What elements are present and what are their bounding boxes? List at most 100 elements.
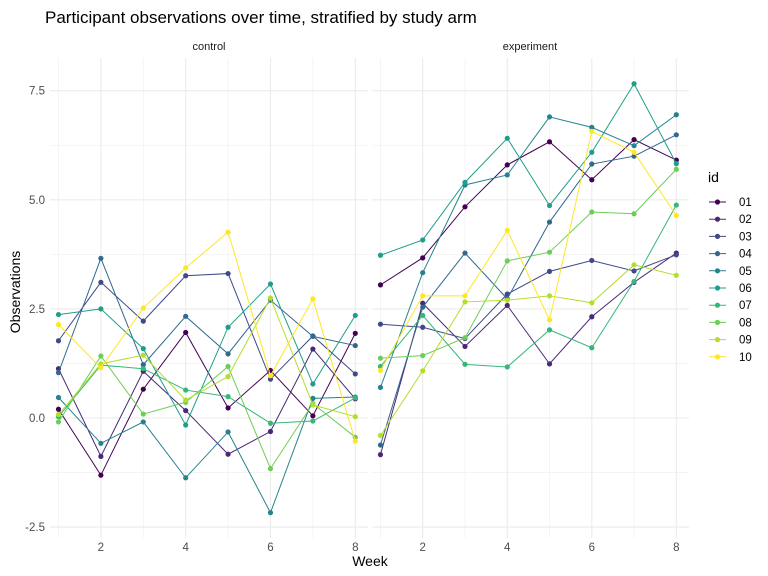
data-point-03: [183, 273, 189, 279]
data-point-02: [183, 407, 189, 414]
x-tick-label: 6: [267, 542, 273, 554]
x-tick-label: 4: [504, 542, 511, 554]
data-point-08: [98, 353, 104, 359]
series-group: [55, 229, 358, 516]
data-point-05: [673, 112, 679, 118]
data-point-07: [140, 366, 146, 372]
legend-label-07: 07: [739, 300, 752, 312]
series-line-03: [380, 254, 677, 340]
data-point-03: [420, 324, 426, 330]
data-point-10: [352, 438, 358, 444]
data-point-09: [267, 295, 274, 301]
data-point-02: [225, 451, 231, 457]
x-axis-title: Week: [352, 553, 389, 569]
data-point-06: [183, 422, 189, 428]
data-point-03: [225, 270, 231, 277]
x-tick-label: 8: [352, 542, 358, 554]
facet-strip-label: experiment: [503, 41, 557, 53]
facet-panel-experiment: experiment 2 4 6 8: [372, 41, 689, 554]
series-line-02: [58, 348, 356, 458]
data-point-01: [225, 405, 231, 411]
data-point-02: [310, 346, 316, 352]
x-tick-label: 2: [98, 542, 104, 554]
data-point-08: [420, 353, 426, 359]
legend-label-09: 09: [739, 335, 752, 347]
data-point-07: [631, 278, 637, 285]
data-point-05: [183, 475, 189, 481]
data-point-06: [225, 324, 231, 330]
data-point-09: [631, 262, 637, 268]
legend-key-point: [714, 251, 721, 257]
series-line-08: [58, 355, 356, 470]
data-point-01: [546, 139, 553, 145]
data-point-07: [673, 202, 679, 208]
data-point-04: [546, 219, 553, 225]
data-point-08: [225, 363, 231, 370]
legend: id 01 02 03 04 05 06 07 08 09 10: [708, 169, 752, 364]
series-line-09: [380, 264, 677, 436]
data-point-04: [98, 255, 104, 261]
data-point-05: [98, 440, 104, 446]
y-tick-label: 0.0: [29, 413, 45, 425]
data-point-01: [98, 472, 104, 478]
series-line-09: [58, 296, 356, 418]
legend-key-point: [714, 233, 721, 239]
data-point-04: [55, 370, 62, 376]
legend-label-08: 08: [739, 317, 752, 329]
data-point-06: [462, 179, 468, 185]
data-point-10: [225, 229, 231, 235]
data-point-08: [55, 419, 62, 425]
data-point-03: [673, 252, 679, 258]
data-point-03: [589, 257, 595, 264]
data-point-04: [140, 362, 146, 368]
legend-label-03: 03: [739, 231, 752, 243]
data-point-09: [420, 368, 426, 374]
data-point-05: [310, 395, 316, 401]
data-point-06: [310, 381, 316, 387]
data-point-06: [589, 149, 595, 155]
data-point-05: [377, 384, 384, 391]
data-point-09: [352, 414, 358, 420]
legend-key-point: [714, 268, 721, 274]
y-tick-label: 2.5: [29, 304, 45, 316]
data-point-06: [631, 81, 637, 87]
series-line-08: [380, 168, 677, 359]
data-point-03: [631, 268, 637, 274]
data-point-08: [631, 211, 637, 217]
data-point-01: [377, 282, 384, 288]
data-point-04: [377, 442, 384, 448]
data-point-03: [352, 371, 358, 377]
data-point-01: [589, 177, 595, 183]
data-point-06: [352, 312, 358, 319]
legend-key-point: [714, 285, 721, 291]
data-point-09: [225, 373, 231, 380]
data-point-06: [546, 202, 553, 209]
data-point-04: [183, 313, 189, 319]
data-point-02: [546, 361, 553, 367]
series-line-05: [58, 396, 356, 514]
data-point-07: [183, 387, 189, 393]
data-point-01: [420, 255, 426, 261]
facet-panel-control: control 2 4 6 8: [50, 41, 368, 554]
data-point-05: [631, 143, 637, 149]
legend-label-06: 06: [739, 283, 752, 295]
data-point-10: [377, 367, 384, 374]
series-line-07: [380, 204, 677, 368]
data-point-07: [589, 345, 595, 351]
legend-label-10: 10: [739, 352, 752, 364]
data-point-02: [462, 343, 468, 350]
data-point-07: [546, 327, 553, 333]
data-point-05: [546, 114, 553, 120]
data-point-01: [352, 330, 358, 336]
data-point-10: [589, 128, 595, 134]
series-line-05: [379, 114, 677, 388]
series-line-02: [379, 252, 677, 455]
series-line-10: [58, 231, 356, 442]
series-line-06: [380, 82, 677, 256]
x-tick-label: 6: [589, 542, 595, 554]
data-point-09: [140, 352, 146, 358]
data-point-09: [377, 432, 384, 439]
data-point-08: [377, 355, 384, 361]
series-line-04: [379, 134, 677, 446]
data-point-09: [310, 402, 316, 408]
